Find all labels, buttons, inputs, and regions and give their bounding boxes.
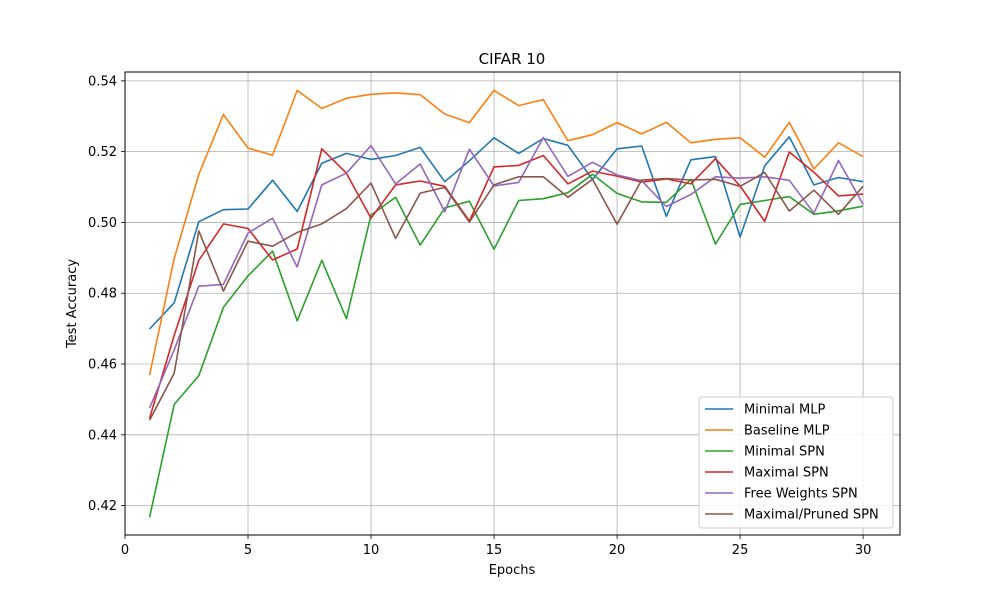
x-tick-label: 5 — [244, 543, 252, 558]
y-axis-title: Test Accuracy — [65, 259, 80, 349]
y-tick-label: 0.46 — [88, 358, 117, 373]
series-line-2 — [148, 89, 864, 376]
legend-entry: Minimal SPN — [744, 445, 825, 460]
series-line-6 — [148, 171, 864, 421]
x-tick-label: 10 — [363, 543, 380, 558]
series-line-4 — [148, 148, 864, 419]
x-tick-label: 15 — [486, 543, 503, 558]
legend-entry: Minimal MLP — [744, 403, 826, 418]
plot-frame — [124, 71, 901, 536]
y-tick-label: 0.48 — [88, 287, 117, 302]
series-lines — [148, 89, 864, 518]
axis-ticks: 0 5 10 15 20 25 30 0.42 0.44 0.46 0.48 0.50 0.52 0.54 — [88, 74, 871, 558]
legend-entry: Maximal SPN — [744, 466, 829, 481]
x-tick-label: 20 — [609, 543, 626, 558]
grid-lines — [124, 72, 900, 535]
legend: Minimal MLP Baseline MLP Minimal SPN Maxima… — [698, 396, 894, 529]
legend-entry: Free Weights SPN — [744, 487, 858, 502]
chart-title: CIFAR 10 — [479, 50, 546, 68]
legend-entry: Maximal/Pruned SPN — [744, 508, 879, 523]
y-tick-label: 0.42 — [88, 499, 117, 514]
series-line-5 — [148, 136, 864, 409]
x-tick-label: 25 — [732, 543, 749, 558]
y-tick-label: 0.52 — [88, 145, 117, 160]
series-line-1 — [149, 136, 864, 330]
x-tick-label: 0 — [121, 543, 129, 558]
legend-entry: Baseline MLP — [744, 424, 830, 439]
x-tick-label: 30 — [855, 543, 872, 558]
y-tick-label: 0.44 — [88, 428, 117, 443]
legend-box — [698, 396, 894, 529]
y-tick-label: 0.50 — [88, 216, 117, 231]
x-axis-title: Epochs — [489, 563, 536, 578]
y-tick-label: 0.54 — [88, 74, 117, 89]
